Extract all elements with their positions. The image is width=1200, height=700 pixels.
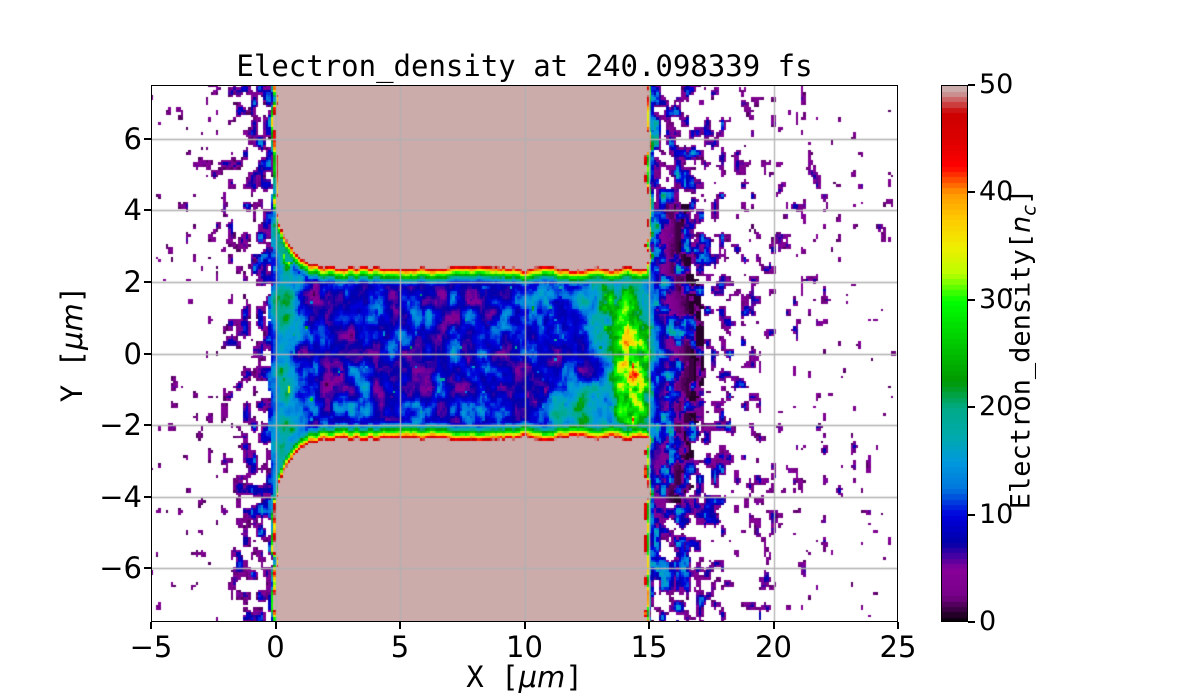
y-tick-mark <box>144 137 151 140</box>
colorbar-tick-label: 10 <box>979 498 1014 530</box>
x-tick-label: 15 <box>630 630 668 664</box>
colorbar-tick-label: 50 <box>979 69 1014 100</box>
colorbar-tick-label: 40 <box>979 176 1014 208</box>
colorbar-label-sub: c <box>1017 205 1041 216</box>
y-tick-label: −4 <box>99 479 142 514</box>
colorbar-label-close: ] <box>1005 188 1037 206</box>
y-tick-label: 0 <box>123 336 142 371</box>
x-tick-mark <box>772 622 775 629</box>
x-tick-label: 25 <box>879 630 917 664</box>
y-tick-mark <box>144 424 151 427</box>
y-tick-label: 2 <box>123 264 142 299</box>
x-tick-label: −5 <box>129 630 173 664</box>
x-tick-mark <box>897 622 899 629</box>
colorbar-label: Electron_density[nc] <box>1005 189 1040 509</box>
colorbar-tick-label: 0 <box>979 606 997 637</box>
y-axis-label-text: Y [ <box>55 349 89 403</box>
y-axis-unit: μm <box>55 303 89 350</box>
colorbar-tick-mark <box>968 191 975 194</box>
colorbar-label-text: Electron_density[ <box>1005 232 1037 510</box>
colorbar-tick-mark <box>968 84 975 86</box>
x-axis-unit: μm <box>518 660 566 694</box>
y-tick-label: 4 <box>123 193 142 228</box>
x-tick-label: 5 <box>390 630 410 664</box>
y-tick-label: −2 <box>99 408 142 443</box>
colorbar-label-var: n <box>1005 215 1037 233</box>
x-tick-label: 20 <box>755 630 792 664</box>
x-tick-mark <box>150 622 152 629</box>
x-tick-label: 10 <box>506 630 543 664</box>
colorbar-tick-label: 20 <box>979 391 1014 423</box>
y-tick-mark <box>144 280 151 283</box>
x-axis-label-text: X [ <box>466 660 519 694</box>
y-tick-mark <box>144 209 151 212</box>
colorbar-gradient <box>941 85 968 622</box>
x-tick-mark <box>648 622 650 629</box>
x-axis-label-close: ] <box>565 660 583 694</box>
colorbar-tick-mark <box>968 406 975 409</box>
x-tick-mark <box>523 622 526 629</box>
chart-title: Electron_density at 240.098339 fs <box>236 49 813 83</box>
x-tick-mark <box>399 622 401 629</box>
colorbar-tick-mark <box>968 298 975 301</box>
x-tick-label: 0 <box>266 630 285 664</box>
y-axis-label-close: ] <box>55 285 89 304</box>
y-tick-mark <box>144 567 151 570</box>
y-tick-label: 6 <box>123 121 142 156</box>
colorbar-tick-mark <box>968 621 975 623</box>
x-tick-mark <box>274 622 277 629</box>
colorbar-tick-label: 30 <box>979 283 1014 315</box>
y-tick-mark <box>144 352 151 355</box>
y-tick-mark <box>144 495 151 498</box>
density-heatmap <box>151 85 898 622</box>
x-axis-label: X [μm] <box>151 660 898 694</box>
y-axis-label: Y [μm] <box>55 286 89 403</box>
colorbar-tick-mark <box>968 513 975 516</box>
y-tick-label: −6 <box>99 551 142 586</box>
